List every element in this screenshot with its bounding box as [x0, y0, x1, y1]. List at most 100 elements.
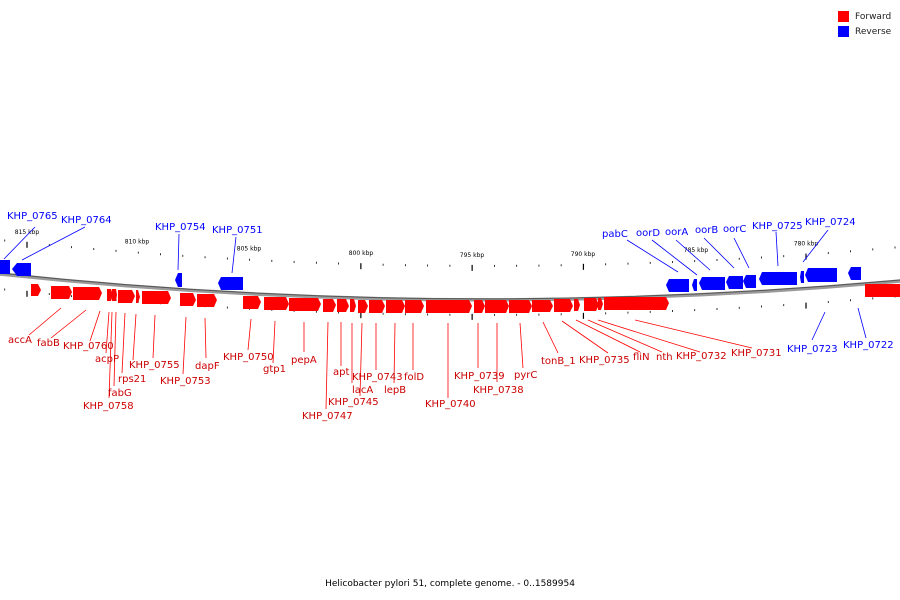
forward-gene-arrow[interactable] — [369, 300, 385, 313]
gene-label[interactable]: tonB_1 — [541, 356, 576, 367]
gene-label[interactable]: oorB — [695, 225, 718, 236]
forward-gene-arrow[interactable] — [112, 289, 117, 301]
forward-gene-arrow[interactable] — [136, 290, 140, 303]
forward-gene-arrow[interactable] — [474, 300, 485, 313]
gene-label[interactable]: KHP_0745 — [328, 397, 379, 408]
reverse-gene-arrow[interactable] — [759, 272, 797, 285]
reverse-gene-arrow[interactable] — [805, 268, 837, 282]
gene-label[interactable]: KHP_0743 — [352, 372, 403, 383]
gene-label[interactable]: gtp1 — [263, 364, 286, 375]
forward-gene-arrow[interactable] — [509, 300, 532, 313]
gene-label[interactable]: KHP_0750 — [223, 352, 274, 363]
gene-label[interactable]: accA — [8, 335, 32, 346]
gene-label[interactable]: KHP_0739 — [454, 371, 505, 382]
gene-label[interactable]: KHP_0740 — [425, 399, 476, 410]
reverse-gene-arrow[interactable] — [699, 277, 725, 290]
reverse-gene-arrow[interactable] — [848, 267, 861, 280]
gene-label[interactable]: KHP_0753 — [160, 376, 211, 387]
gene-label[interactable]: fabG — [108, 388, 132, 399]
leader-lines — [3, 226, 867, 410]
forward-gene-arrow[interactable] — [323, 299, 336, 312]
gene-label[interactable]: dapF — [195, 361, 220, 372]
forward-gene-arrow[interactable] — [426, 300, 472, 313]
gene-label[interactable]: KHP_0758 — [83, 401, 134, 412]
reverse-gene-arrow[interactable] — [0, 260, 10, 274]
legend-item-forward[interactable]: Forward — [838, 9, 891, 24]
gene-label[interactable]: oorA — [665, 227, 688, 238]
gene-label[interactable]: pepA — [291, 355, 317, 366]
forward-gene-arrow[interactable] — [485, 300, 509, 313]
forward-gene-arrow[interactable] — [289, 298, 321, 311]
reverse-gene-arrow[interactable] — [726, 276, 743, 289]
forward-gene-arrow[interactable] — [51, 286, 72, 299]
forward-gene-arrow[interactable] — [264, 297, 289, 310]
forward-gene-arrow[interactable] — [532, 300, 553, 312]
tick-label: 810 kbp — [125, 239, 150, 246]
gene-label[interactable]: KHP_0760 — [63, 341, 114, 352]
forward-gene-arrow[interactable] — [197, 294, 217, 307]
forward-gene-arrow[interactable] — [554, 299, 573, 312]
reverse-gene-arrow[interactable] — [743, 275, 756, 288]
reverse-gene-arrow[interactable] — [175, 273, 182, 287]
gene-label[interactable]: pabC — [602, 229, 628, 240]
gene-label[interactable]: KHP_0735 — [579, 355, 630, 366]
gene-label[interactable]: apt — [333, 367, 349, 378]
gene-label[interactable]: KHP_0723 — [787, 344, 838, 355]
forward-gene-arrow[interactable] — [180, 293, 196, 306]
gene-label[interactable]: KHP_0725 — [752, 221, 803, 232]
gene-label[interactable]: KHP_0755 — [129, 360, 180, 371]
gene-label[interactable]: oorD — [636, 228, 660, 239]
forward-gene-arrow[interactable] — [598, 298, 603, 310]
gene-label[interactable]: KHP_0764 — [61, 215, 112, 226]
gene-label[interactable]: fabB — [37, 338, 60, 349]
reverse-gene-arrow[interactable] — [218, 277, 243, 290]
gene-label[interactable]: KHP_0724 — [805, 217, 856, 228]
gene-label[interactable]: KHP_0738 — [473, 385, 524, 396]
forward-gene-arrow[interactable] — [386, 300, 405, 313]
gene-label[interactable]: KHP_0747 — [302, 411, 353, 422]
reverse-gene-labels: KHP_0765 KHP_0764 KHP_0754 KHP_0751 pabC… — [7, 211, 894, 355]
reverse-gene-arrow[interactable] — [800, 271, 804, 283]
forward-gene-arrow[interactable] — [604, 297, 669, 310]
forward-gene-arrow[interactable] — [865, 284, 900, 297]
gene-label[interactable]: acpP — [95, 354, 119, 365]
forward-gene-arrow[interactable] — [584, 298, 599, 311]
reverse-gene-arrow[interactable] — [12, 263, 31, 276]
gene-label[interactable]: KHP_0722 — [843, 340, 894, 351]
genome-caption: Helicobacter pylori 51, complete genome.… — [325, 579, 575, 589]
gene-label[interactable]: KHP_0754 — [155, 222, 206, 233]
tick-label: 790 kbp — [571, 251, 596, 258]
forward-gene-arrow[interactable] — [405, 300, 424, 313]
forward-gene-arrow[interactable] — [31, 284, 41, 296]
gene-label[interactable]: fliN — [633, 352, 650, 363]
forward-gene-arrow[interactable] — [243, 296, 261, 309]
forward-gene-arrow[interactable] — [142, 291, 171, 304]
forward-gene-arrow[interactable] — [337, 299, 349, 312]
tick-label: 800 kbp — [349, 250, 374, 257]
gene-label[interactable]: pyrC — [514, 370, 537, 381]
gene-label[interactable]: lacA — [352, 385, 373, 396]
forward-gene-arrow[interactable] — [358, 300, 368, 313]
gene-label[interactable]: rps21 — [118, 374, 146, 385]
gene-label[interactable]: KHP_0765 — [7, 211, 58, 222]
gene-label[interactable]: KHP_0731 — [731, 348, 782, 359]
gene-label[interactable]: lepB — [384, 385, 406, 396]
gene-label[interactable]: nth — [656, 352, 673, 363]
reverse-gene-arrow[interactable] — [666, 279, 689, 292]
legend-item-reverse[interactable]: Reverse — [838, 24, 891, 39]
forward-gene-arrow[interactable] — [73, 287, 102, 300]
gene-label[interactable]: oorC — [723, 224, 746, 235]
forward-gene-arrow[interactable] — [107, 289, 113, 301]
reverse-strand — [0, 260, 861, 292]
forward-gene-arrow[interactable] — [574, 299, 580, 311]
forward-gene-arrow[interactable] — [350, 299, 356, 312]
tick-label: 785 kbp — [684, 247, 709, 254]
gene-label[interactable]: folD — [404, 372, 424, 383]
gene-label[interactable]: KHP_0732 — [676, 351, 727, 362]
tick-label: 780 kbp — [794, 241, 819, 248]
reverse-gene-arrow[interactable] — [692, 279, 697, 291]
gene-label[interactable]: KHP_0751 — [212, 225, 263, 236]
forward-gene-labels: accA fabB KHP_0760 acpP fabG KHP_0758 rp… — [8, 335, 782, 422]
forward-gene-arrow[interactable] — [118, 290, 135, 303]
